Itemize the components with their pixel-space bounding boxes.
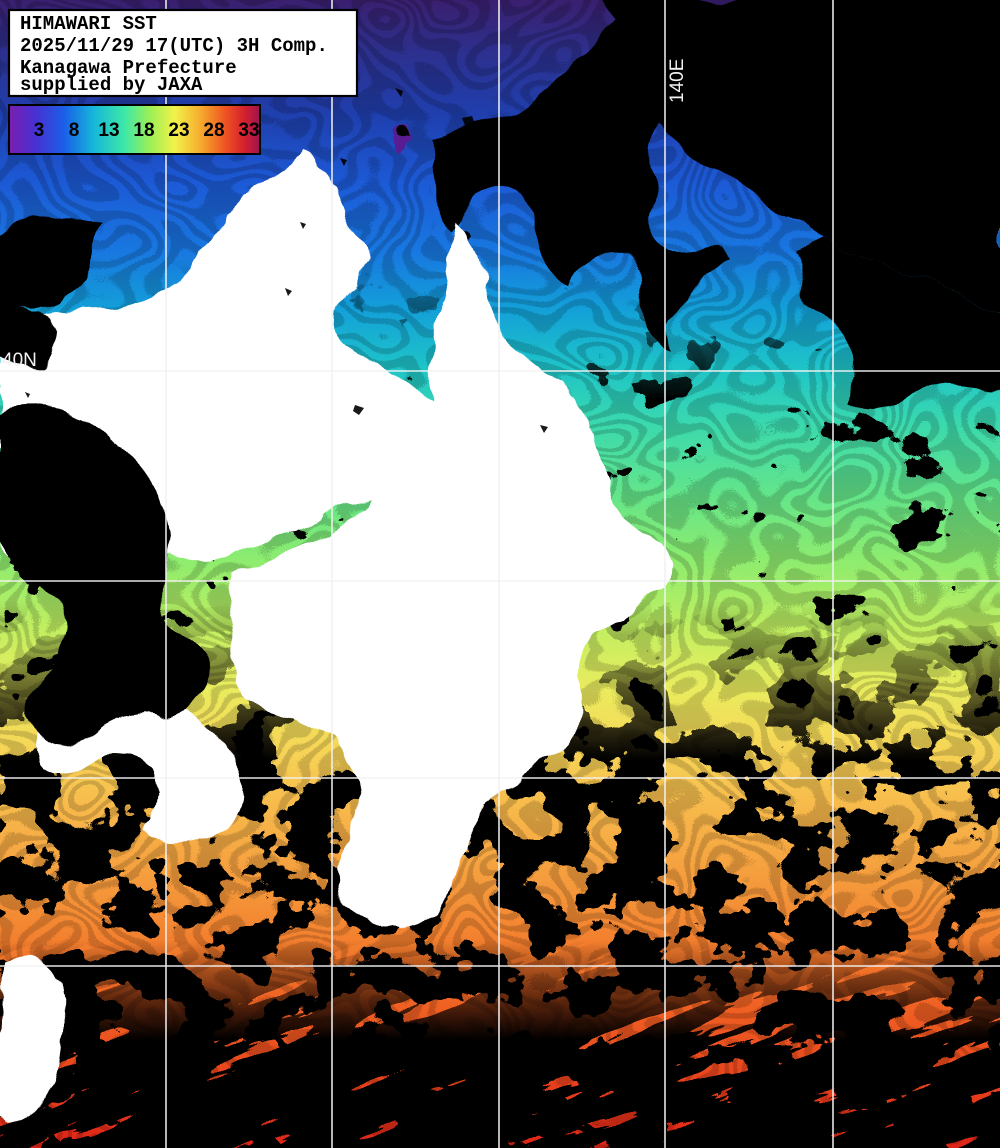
svg-text:23: 23 (168, 120, 189, 141)
svg-text:3: 3 (34, 120, 45, 141)
svg-text:28: 28 (203, 120, 224, 141)
svg-text:18: 18 (133, 120, 154, 141)
svg-text:40N: 40N (2, 350, 37, 371)
svg-text:8: 8 (69, 120, 80, 141)
svg-text:supplied by JAXA: supplied by JAXA (20, 74, 203, 96)
svg-text:HIMAWARI SST: HIMAWARI SST (20, 13, 157, 35)
svg-text:13: 13 (98, 120, 119, 141)
svg-text:140E: 140E (667, 59, 688, 103)
svg-text:33: 33 (238, 120, 259, 141)
svg-text:2025/11/29 17(UTC) 3H Comp.: 2025/11/29 17(UTC) 3H Comp. (20, 35, 328, 57)
